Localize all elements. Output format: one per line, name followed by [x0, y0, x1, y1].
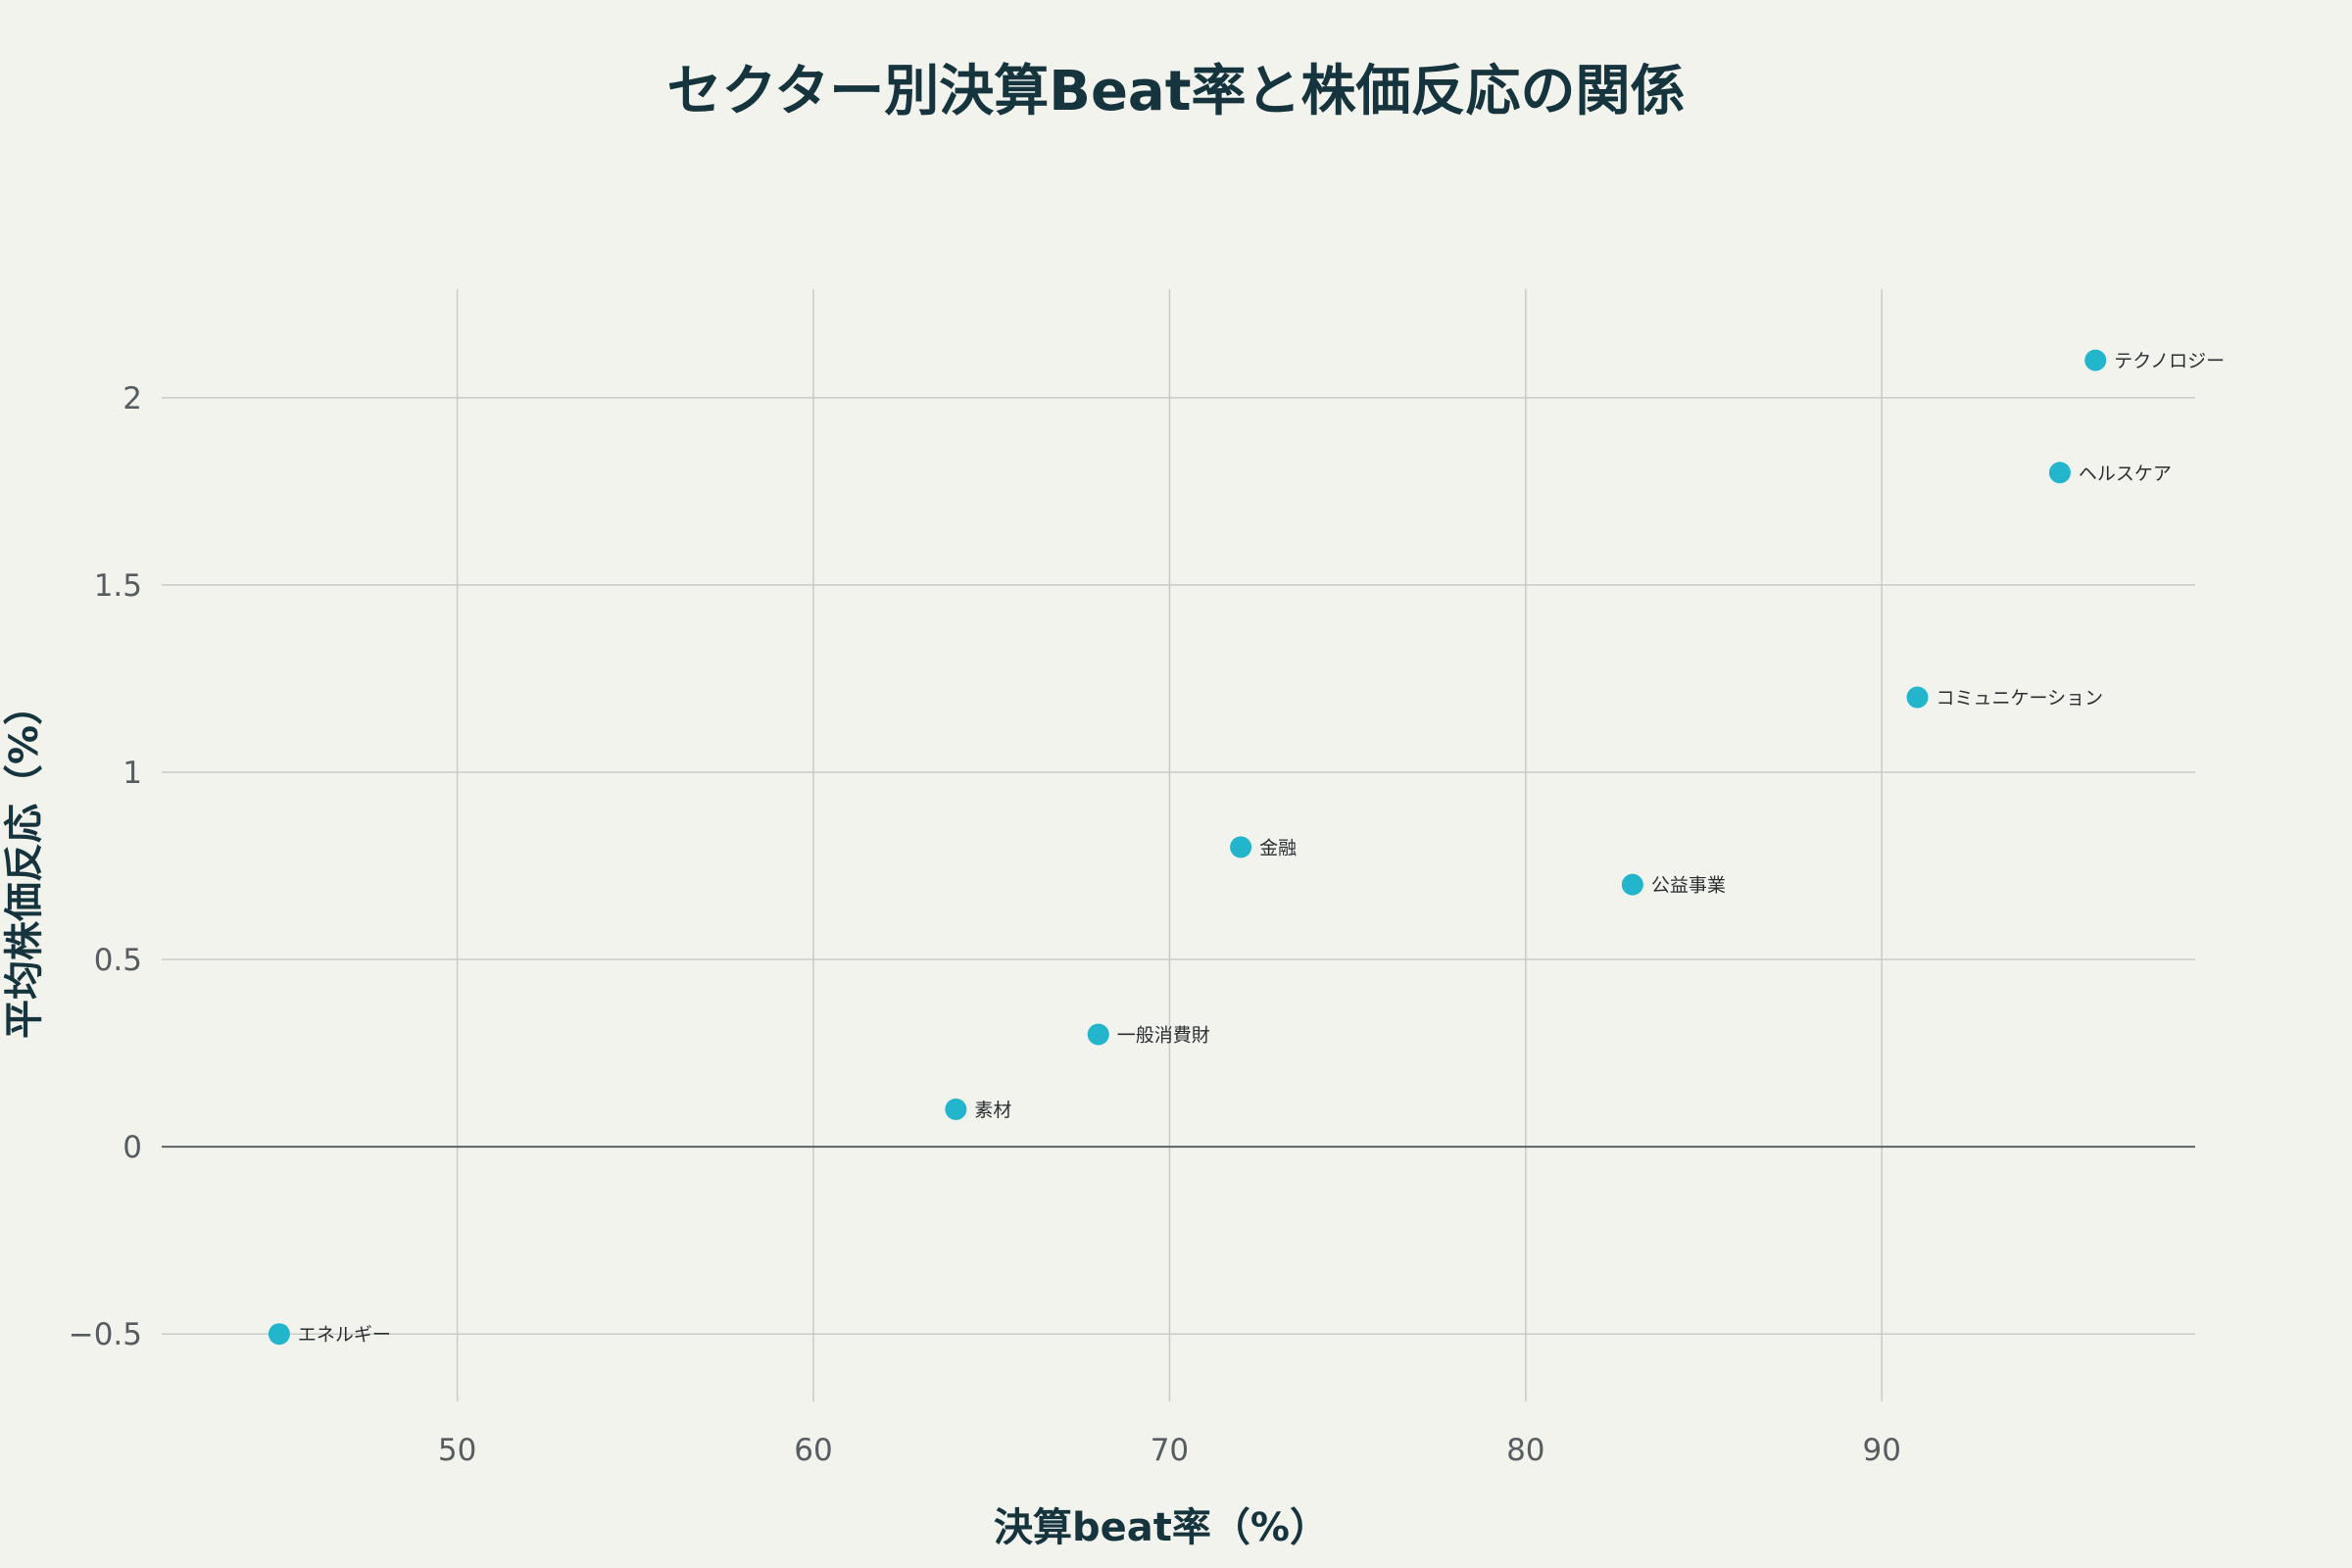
data-point — [1621, 873, 1643, 896]
data-point — [2084, 349, 2107, 371]
y-tick-label: 2 — [122, 381, 142, 416]
data-label: 一般消費財 — [1117, 1024, 1210, 1046]
data-point — [268, 1323, 290, 1346]
y-tick-label: 0.5 — [94, 943, 142, 978]
x-tick-label: 50 — [438, 1433, 476, 1468]
x-tick-label: 70 — [1151, 1433, 1189, 1468]
data-label: 素材 — [974, 1100, 1011, 1121]
y-tick-label: 1 — [122, 756, 142, 791]
data-point — [1087, 1023, 1109, 1046]
x-axis-title: 決算beat率（%） — [994, 1505, 1329, 1550]
grid-layer — [162, 289, 2195, 1401]
y-tick-label: 0 — [122, 1130, 142, 1165]
y-axis-title: 平均株価反応（%） — [2, 686, 47, 1039]
chart-title: セクター別決算Beat率と株価反応の関係 — [667, 60, 1686, 123]
data-label: 金融 — [1259, 837, 1297, 858]
data-point — [1906, 686, 1929, 709]
data-label: ヘルスケア — [2079, 463, 2172, 484]
data-point — [1230, 836, 1252, 858]
y-tick-label: −0.5 — [69, 1317, 142, 1352]
y-tick-label: 1.5 — [94, 568, 142, 604]
data-label: コミュニケーション — [1936, 688, 2104, 710]
x-tick-label: 60 — [794, 1433, 832, 1468]
x-tick-label: 80 — [1506, 1433, 1544, 1468]
data-label: 公益事業 — [1651, 875, 1726, 897]
data-point — [2048, 462, 2071, 484]
x-tick-label: 90 — [1862, 1433, 1900, 1468]
data-label: テクノロジー — [2114, 351, 2225, 372]
tick-layer: 50 60 70 80 90 −0.5 0 0.5 1 1.5 2 — [69, 381, 1901, 1468]
data-point — [945, 1098, 967, 1120]
data-label: エネルギー — [298, 1324, 391, 1346]
